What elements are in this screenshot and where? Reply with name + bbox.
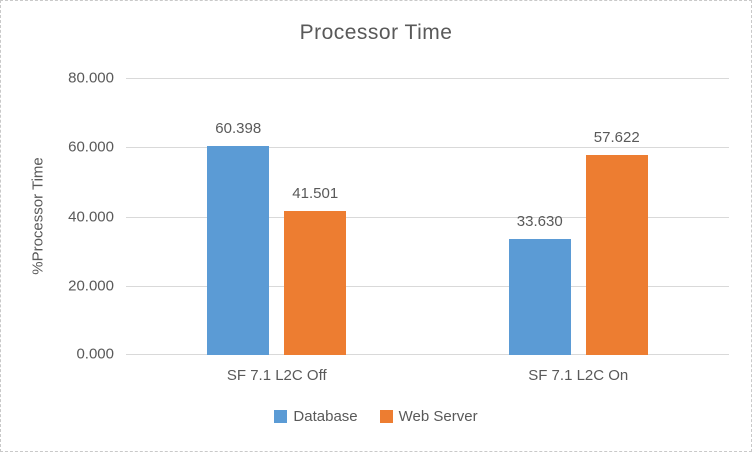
gridline — [126, 147, 729, 148]
data-label-web-server-sf-7-1-l2c-on: 57.622 — [593, 129, 640, 146]
bar-database-sf-7-1-l2c-off — [207, 146, 270, 355]
data-label-database-sf-7-1-l2c-off: 60.398 — [215, 120, 262, 137]
y-tick-label: 20.000 — [68, 277, 114, 295]
y-tick-label: 0.000 — [76, 345, 114, 363]
x-axis-category-labels: SF 7.1 L2C Off SF 7.1 L2C On — [126, 367, 729, 387]
y-tick-label: 80.000 — [68, 69, 114, 87]
gridline — [126, 78, 729, 79]
y-tick-label: 60.000 — [68, 138, 114, 156]
x-category-label: SF 7.1 L2C Off — [226, 367, 327, 384]
data-label-web-server-sf-7-1-l2c-off: 41.501 — [292, 185, 339, 202]
x-category-label: SF 7.1 L2C On — [528, 367, 629, 384]
legend-item-database: Database — [274, 408, 358, 425]
legend-swatch-database — [274, 410, 288, 423]
gridline — [126, 217, 729, 218]
y-axis-tick-labels: 0.000 20.000 40.000 60.000 80.000 — [1, 70, 114, 363]
plot-area: 60.398 41.501 33.630 57.622 — [126, 78, 729, 355]
data-label-database-sf-7-1-l2c-on: 33.630 — [516, 213, 563, 230]
bar-web-server-sf-7-1-l2c-off — [284, 211, 347, 355]
gridline — [126, 354, 729, 355]
y-tick-label: 40.000 — [68, 208, 114, 226]
legend-swatch-web-server — [379, 410, 393, 423]
bar-database-sf-7-1-l2c-on — [508, 239, 571, 355]
gridline — [126, 286, 729, 287]
bar-web-server-sf-7-1-l2c-on — [585, 155, 648, 355]
legend-label: Database — [293, 408, 358, 425]
legend: Database Web Server — [1, 408, 751, 425]
chart-title: Processor Time — [299, 21, 453, 44]
legend-label: Web Server — [398, 408, 478, 425]
legend-item-web-server: Web Server — [379, 408, 478, 425]
